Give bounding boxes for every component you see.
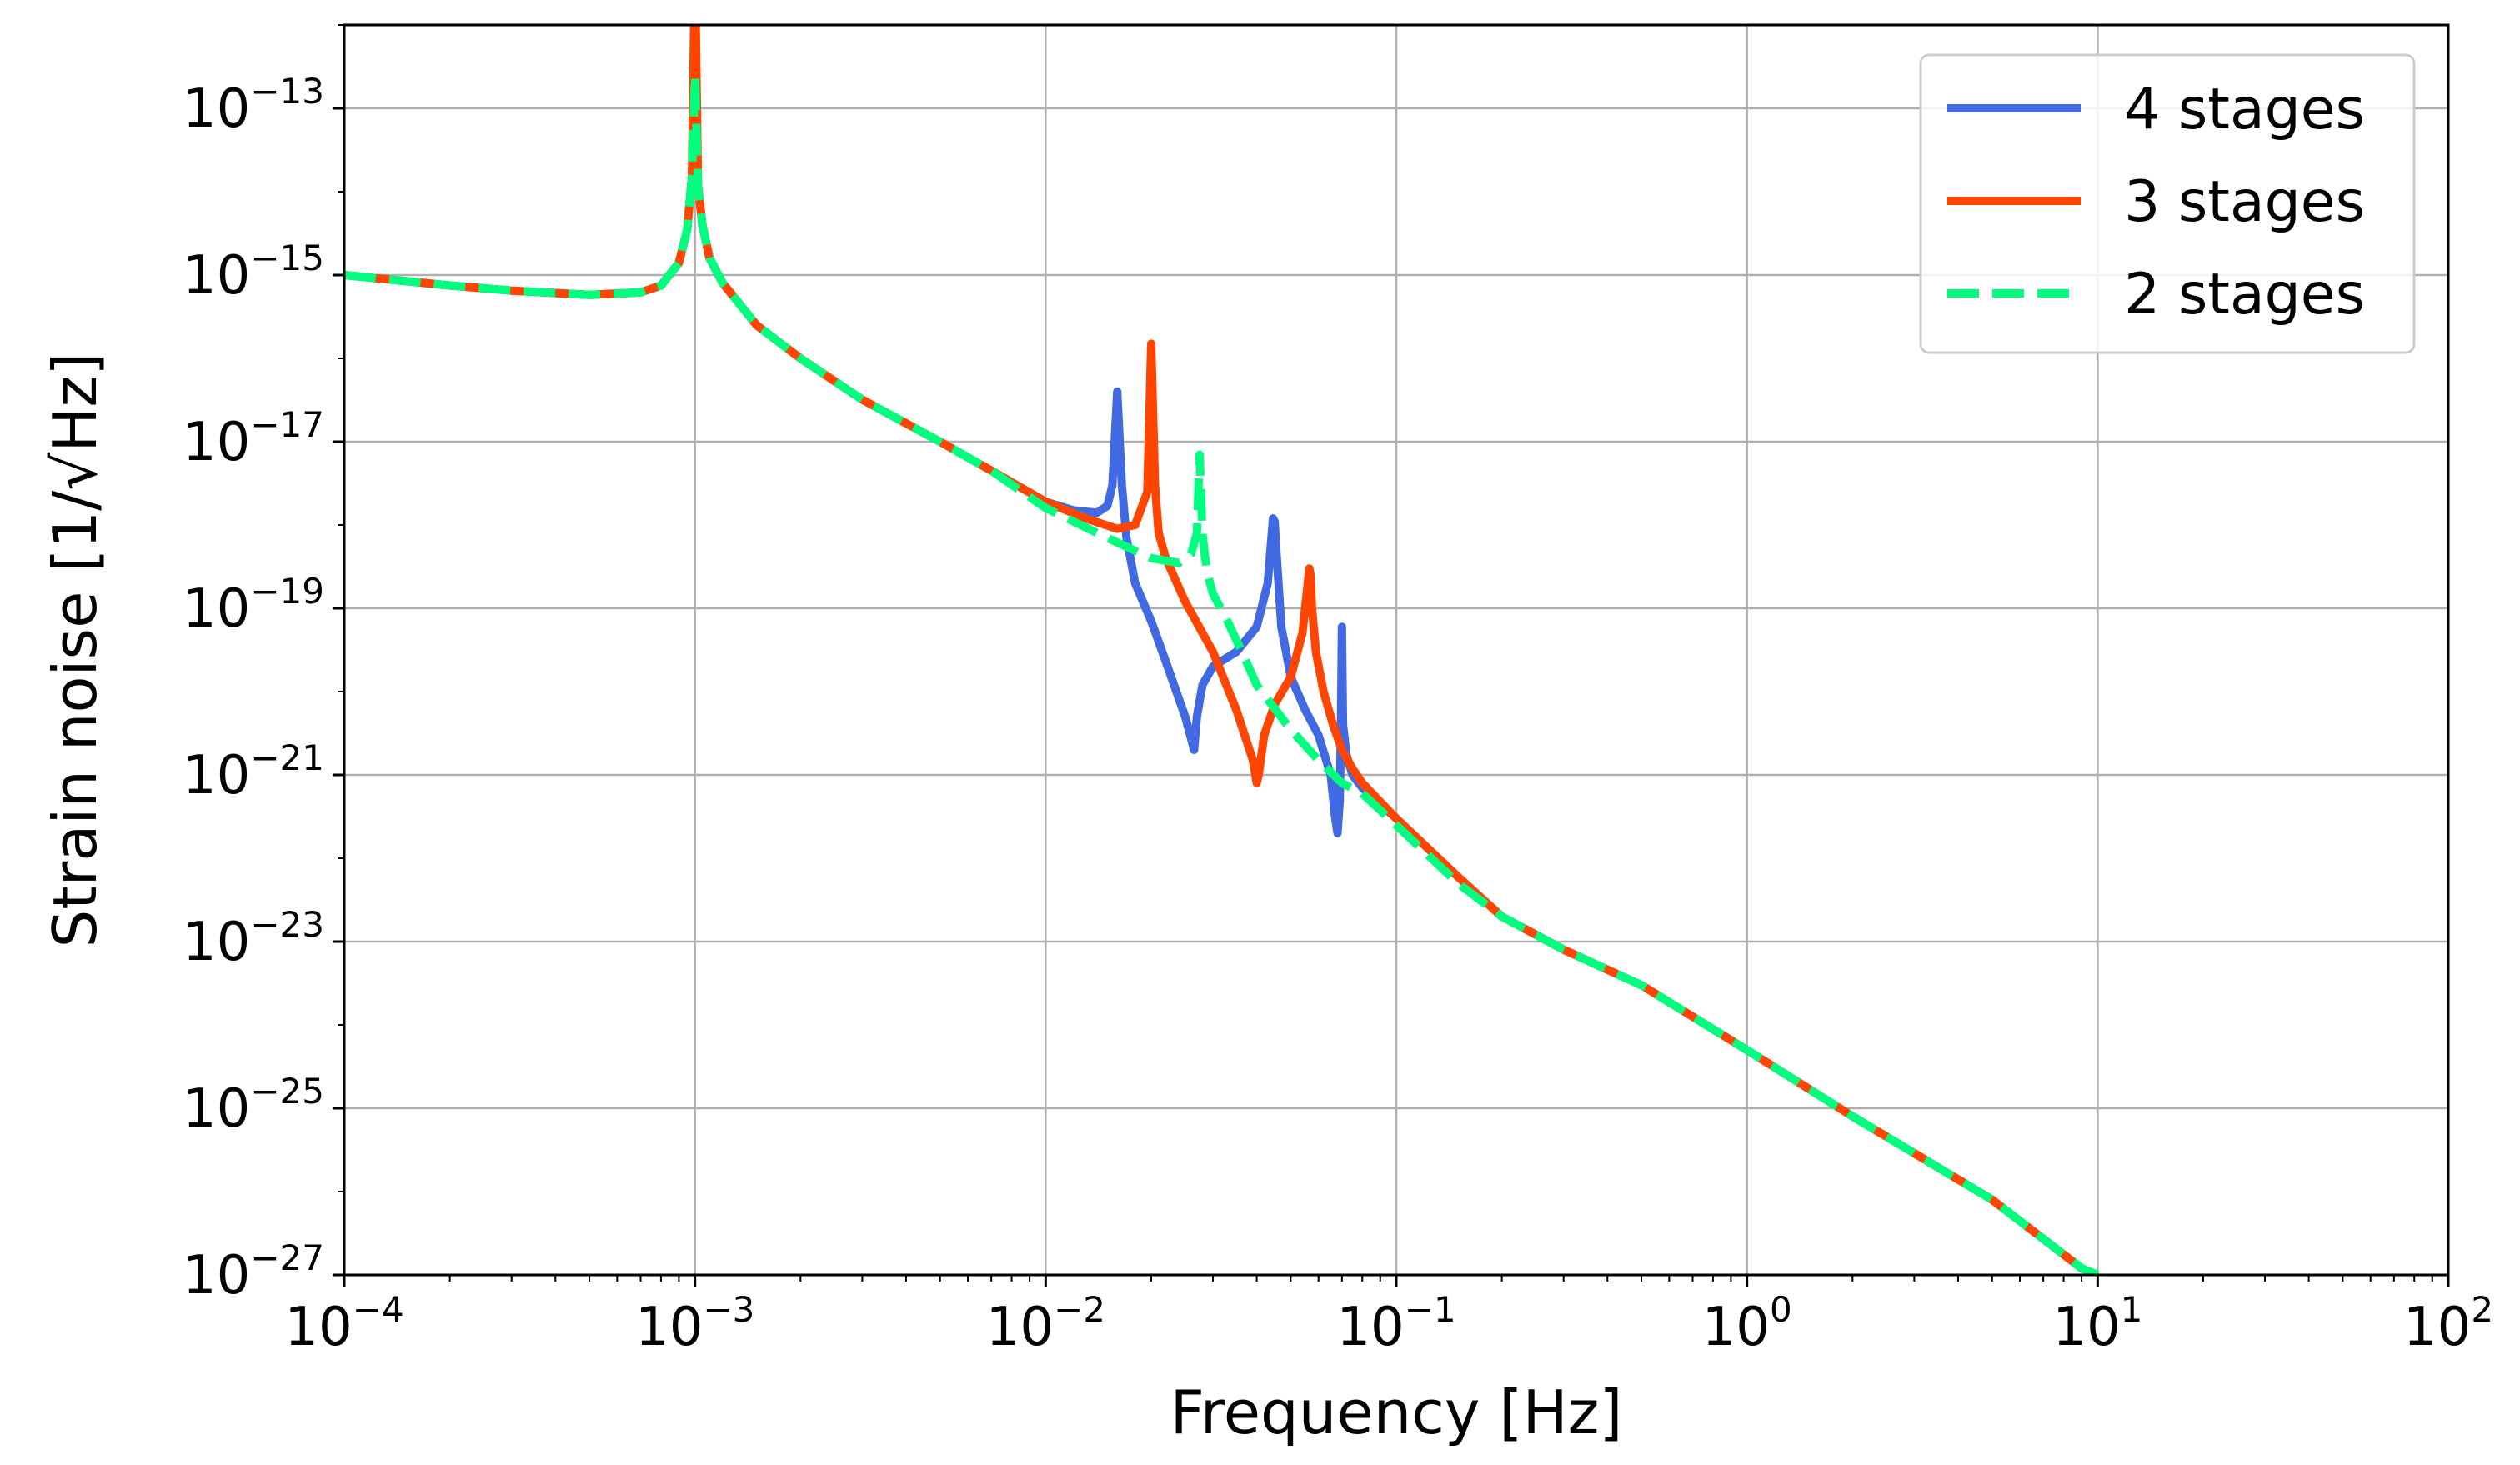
series-line-3	[344, 71, 2100, 1275]
legend-label-1: 4 stages	[2124, 77, 2365, 142]
y-tick-label: 10−21	[183, 738, 324, 807]
y-tick-label: 10−15	[183, 238, 324, 307]
x-tick-label: 10−2	[986, 1289, 1105, 1358]
series-line-2	[344, 25, 2100, 1275]
x-axis-ticks: 10−4 10−3 10−2 10−1 100 101 102	[284, 1275, 2493, 1358]
y-tick-label: 10−25	[183, 1071, 324, 1140]
y-axis-label: Strain noise [1/√Hz]	[40, 352, 110, 948]
y-tick-label: 10−19	[183, 571, 324, 640]
x-tick-label: 10−1	[1336, 1289, 1455, 1358]
y-tick-label: 10−27	[183, 1238, 324, 1307]
x-tick-label: 100	[1702, 1289, 1792, 1358]
y-tick-label: 10−17	[183, 404, 324, 473]
x-tick-label: 10−4	[284, 1289, 403, 1358]
x-tick-label: 102	[2403, 1289, 2493, 1358]
x-tick-label: 101	[2052, 1289, 2142, 1358]
legend-label-3: 2 stages	[2124, 262, 2365, 328]
x-tick-label: 10−3	[635, 1289, 754, 1358]
legend: 4 stages 3 stages 2 stages	[1919, 53, 2416, 354]
y-tick-label: 10−13	[183, 71, 324, 140]
x-axis-label: Frequency [Hz]	[1170, 1378, 1623, 1448]
legend-label-2: 3 stages	[2124, 169, 2365, 235]
y-axis-ticks: 10−13 10−15 10−17 10−19 10−21 10−23 10−25 10−27	[183, 71, 344, 1307]
legend-box	[1919, 53, 2416, 354]
series-lines	[344, 25, 2100, 1275]
y-tick-label: 10−23	[183, 904, 324, 973]
